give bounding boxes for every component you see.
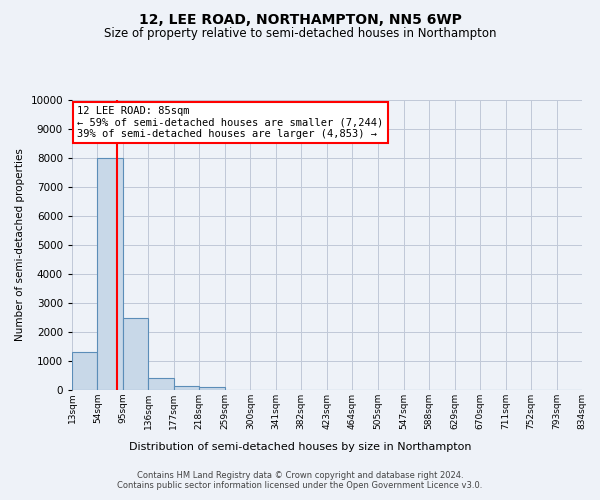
Bar xyxy=(123,318,148,390)
Bar xyxy=(72,352,97,390)
Text: Size of property relative to semi-detached houses in Northampton: Size of property relative to semi-detach… xyxy=(104,28,496,40)
Text: Distribution of semi-detached houses by size in Northampton: Distribution of semi-detached houses by … xyxy=(129,442,471,452)
Text: Contains HM Land Registry data © Crown copyright and database right 2024.
Contai: Contains HM Land Registry data © Crown c… xyxy=(118,470,482,490)
Bar xyxy=(148,378,174,390)
Text: 12, LEE ROAD, NORTHAMPTON, NN5 6WP: 12, LEE ROAD, NORTHAMPTON, NN5 6WP xyxy=(139,12,461,26)
Y-axis label: Number of semi-detached properties: Number of semi-detached properties xyxy=(15,148,25,342)
Bar xyxy=(97,158,123,390)
Bar xyxy=(174,386,199,390)
Bar xyxy=(199,386,225,390)
Text: 12 LEE ROAD: 85sqm
← 59% of semi-detached houses are smaller (7,244)
39% of semi: 12 LEE ROAD: 85sqm ← 59% of semi-detache… xyxy=(77,106,383,139)
